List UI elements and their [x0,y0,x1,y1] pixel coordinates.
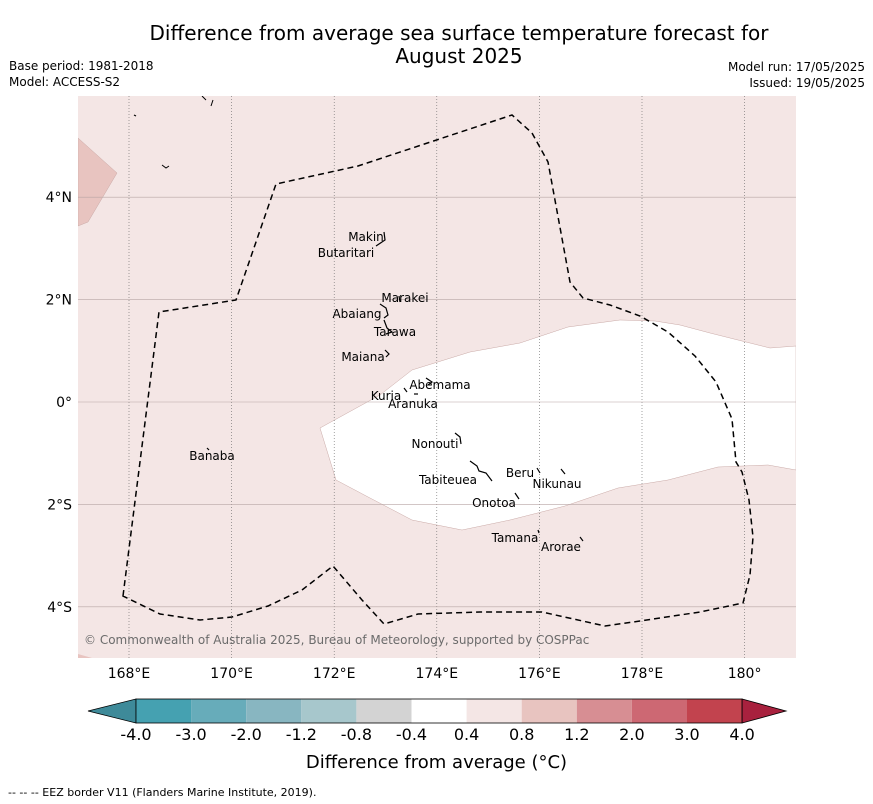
colorbar-extend-high [741,698,788,724]
lat-tick-label: 2°N [46,293,72,309]
colorbar-segment [411,699,467,723]
axis-ticks: 168°E 170°E 172°E 174°E 176°E 178°E 180° 4°N 2°N… [46,190,762,682]
island-label-banaba: Banaba [189,449,235,463]
island-label-tamana: Tamana [491,531,539,545]
colorbar-segment [687,699,743,723]
island-label-nonouti: Nonouti [412,437,459,451]
colorbar-segment [356,699,412,723]
colorbar-extend-low [87,698,137,724]
island-label-maiana: Maiana [341,350,384,364]
base-period: Base period: 1981-2018 [9,59,154,73]
island-label-nikunau: Nikunau [532,477,581,491]
lat-tick-label: 0° [56,395,72,411]
island-label-beru: Beru [506,466,534,480]
title-line-2: August 2025 [395,44,523,68]
island-label-tabiteuea: Tabiteuea [418,473,477,487]
island-labels: Makin Butaritari Marakei Abaiang Tarawa … [318,230,582,554]
gridlines [78,96,796,658]
colorbar-segment [136,699,192,723]
meta-right: Model run: 17/05/2025 Issued: 19/05/2025 [728,59,865,91]
island-label-butaritari: Butaritari [318,246,375,260]
colorbar-tick-label: -3.0 [175,725,206,744]
colorbar-tick-label: -1.2 [286,725,317,744]
lon-tick-label: 170°E [210,666,253,682]
issued-date: Issued: 19/05/2025 [749,76,865,90]
island-label-aranuka: Aranuka [388,397,438,411]
colorbar-tick-label: -0.8 [341,725,372,744]
model-run: Model run: 17/05/2025 [727,60,865,74]
tamana-coast [537,529,540,534]
island-label-arorae: Arorae [541,540,581,554]
colorbar-tick-label: 4.0 [729,725,754,744]
tabiteuea-coast [469,460,493,482]
abemama-coast [425,377,434,386]
colorbar-title: Difference from average (°C) [305,752,568,773]
anomaly-fill-neutral [319,319,796,531]
model-name: Model: ACCESS-S2 [9,75,121,89]
kuria-coast [403,387,408,393]
colorbar-segment [631,699,687,723]
colorbar-segment [466,699,522,723]
colorbar-segment [246,699,302,723]
island-label-marakei: Marakei [381,291,428,305]
arorae-coast [579,536,584,542]
colorbar: -4.0 -3.0 -2.0 -1.2 -0.8 -0.4 0.4 0.8 1.2 2.0 3.0 4… [87,698,788,744]
anomaly-fill-bottom [78,654,92,658]
maiana-coast [384,349,390,358]
onotoa-coast [514,492,520,500]
island-label-abaiang: Abaiang [332,307,381,321]
colorbar-tick-label: -0.4 [396,725,427,744]
beru-coast [536,467,541,474]
colorbar-segment [191,699,247,723]
island-label-abemama: Abemama [409,378,470,392]
lon-tick-label: 172°E [313,666,356,682]
islet-coast [201,96,214,107]
lon-tick-label: 176°E [518,666,561,682]
colorbar-tick-label: 2.0 [619,725,644,744]
colorbar-segment [521,699,577,723]
copyright-notice: © Commonwealth of Australia 2025, Bureau… [84,633,589,647]
chart-title: Difference from average sea surface temp… [100,22,818,68]
colorbar-segment [576,699,632,723]
lon-tick-label: 168°E [108,666,151,682]
eez-footnote: -- -- -- EEZ border V11 (Flanders Marine… [8,786,317,799]
makin-butaritari-coast [375,231,386,247]
banaba-coast [206,447,210,451]
tarawa-coast [383,319,394,335]
lon-tick-label: 180° [728,666,762,682]
colorbar-tick-label: 1.2 [564,725,589,744]
island-label-tarawa: Tarawa [373,325,416,339]
colorbar-tick-label: 0.4 [454,725,479,744]
colorbar-tick-label: 0.8 [509,725,534,744]
colorbar-outline [135,698,743,724]
lat-tick-label: 4°N [46,190,72,206]
island-label-onotoa: Onotoa [472,496,516,510]
map-area: Makin Butaritari Marakei Abaiang Tarawa … [78,96,796,658]
lat-tick-label: 4°S [47,600,72,616]
island-label-kuria: Kuria [371,389,402,403]
nonouti-coast [454,432,462,445]
title-line-1: Difference from average sea surface temp… [149,21,769,45]
lon-tick-label: 174°E [416,666,459,682]
marakei-coast [398,295,401,303]
islet-coast [161,164,170,169]
anomaly-fill-0.8-1.2 [78,137,118,227]
island-label-makin: Makin [348,230,384,244]
colorbar-tick-label: 3.0 [674,725,699,744]
eez-border [122,114,754,627]
colorbar-tick-label: -2.0 [231,725,262,744]
islet-coast [133,114,137,117]
nikunau-coast [560,468,566,475]
lat-tick-label: 2°S [47,497,72,513]
lon-tick-label: 178°E [621,666,664,682]
islands-layer [133,96,584,542]
colorbar-segment [301,699,357,723]
colorbar-tick-label: -4.0 [120,725,151,744]
meta-left: Base period: 1981-2018 Model: ACCESS-S2 [9,58,154,90]
abaiang-coast [379,303,389,319]
